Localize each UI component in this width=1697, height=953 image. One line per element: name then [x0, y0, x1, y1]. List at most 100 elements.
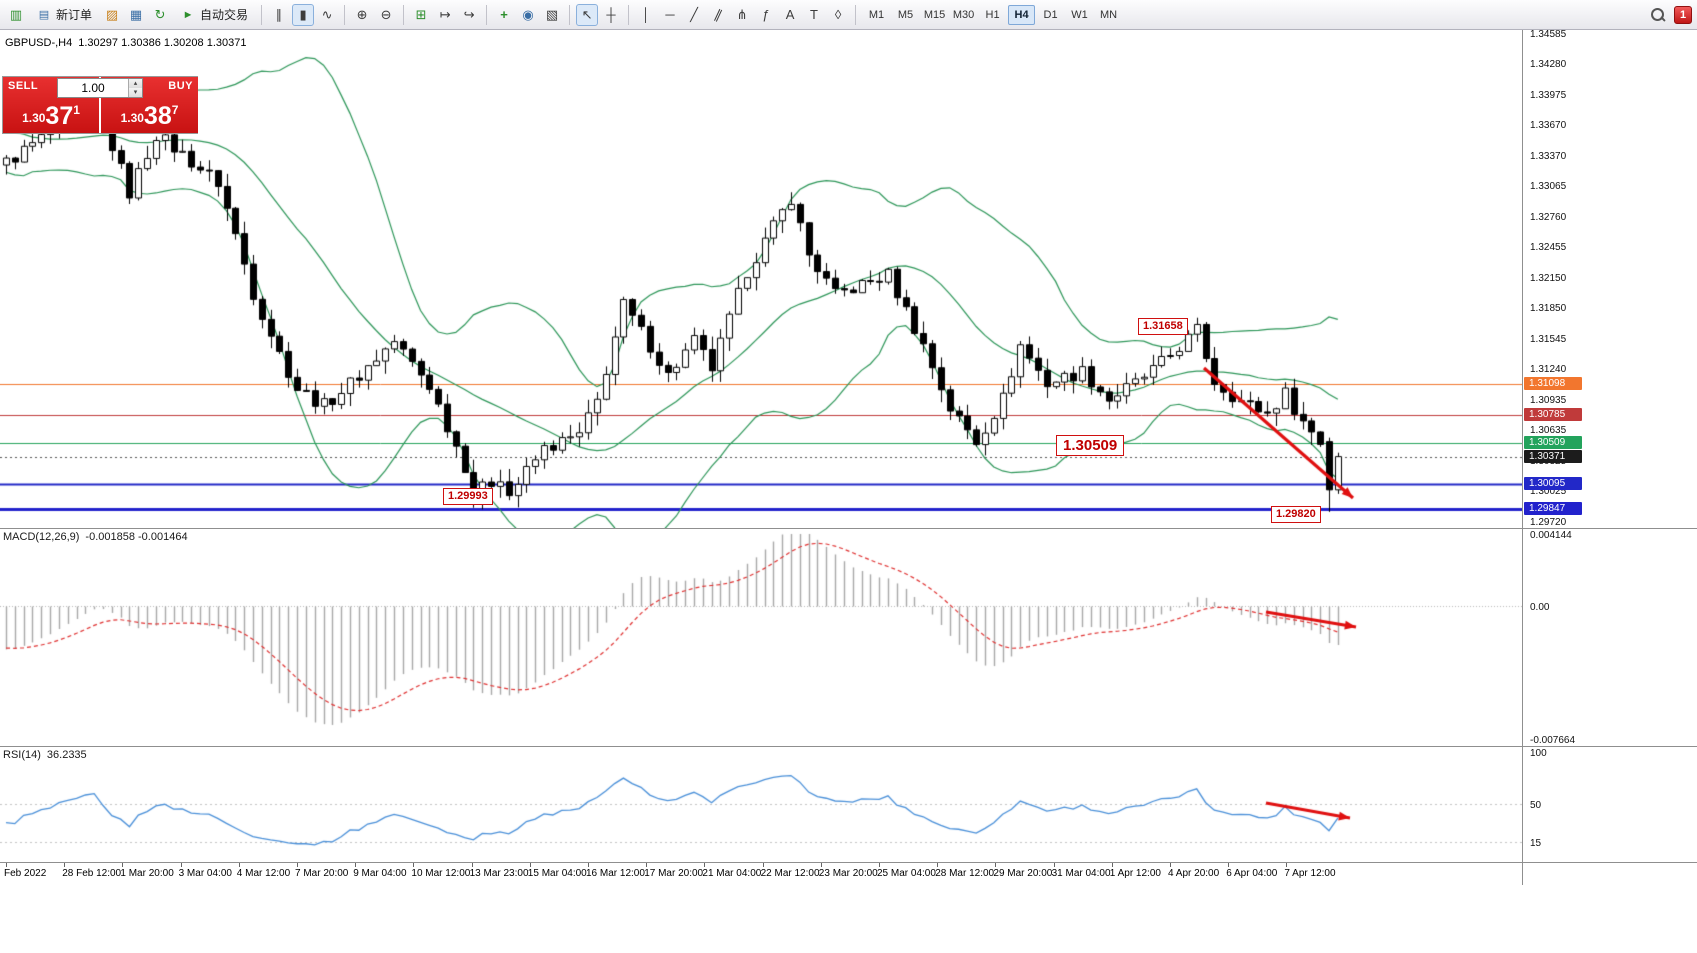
time-axis-label: 17 Mar 20:00 [644, 868, 704, 879]
chart-shift-icon[interactable]: ↪ [463, 6, 475, 22]
refresh-icon[interactable]: ↻ [154, 6, 166, 22]
time-axis-tick [1053, 863, 1055, 867]
timeframe-mn-button[interactable]: MN [1095, 5, 1122, 25]
rsi-scale-label: 100 [1530, 748, 1547, 759]
timeframe-h1-button[interactable]: H1 [979, 5, 1006, 25]
time-axis-tick [704, 863, 706, 867]
price-scale-label: 1.34585 [1530, 28, 1567, 40]
autotrade-button[interactable]: ► 自动交易 [173, 4, 255, 26]
timeframe-w1-button[interactable]: W1 [1066, 5, 1093, 25]
text-icon[interactable]: A [785, 7, 795, 22]
volume-decrease-button[interactable]: ▾ [129, 88, 142, 97]
price-scale-label: 1.31240 [1530, 364, 1567, 376]
volume-field: ▴ ▾ [57, 78, 143, 98]
price-scale-label: 1.32150 [1530, 272, 1567, 284]
price-badge: 1.30785 [1524, 408, 1582, 422]
timeframe-d1-button[interactable]: D1 [1037, 5, 1064, 25]
price-callout[interactable]: 1.30509 [1056, 435, 1125, 456]
zoom-in-icon[interactable]: ⊕ [356, 6, 368, 22]
time-axis-label: 3 Mar 04:00 [178, 868, 232, 879]
templates-icon[interactable]: ▧ [545, 6, 559, 22]
toolbar-separator [486, 4, 488, 25]
scale-divider [1522, 30, 1523, 885]
time-axis-label: 29 Mar 20:00 [993, 868, 1053, 879]
pitchfork-icon[interactable]: ⋔ [736, 6, 748, 22]
volume-input[interactable] [58, 79, 128, 97]
time-axis-label: 13 Mar 23:00 [469, 868, 529, 879]
rsi-canvas[interactable] [0, 746, 1522, 862]
time-axis-label: 25 Mar 04:00 [877, 868, 936, 879]
text-label-icon[interactable]: T [810, 7, 818, 22]
add-indicator-icon[interactable]: + [500, 7, 508, 22]
time-axis-label: 23 Mar 20:00 [818, 868, 878, 879]
toolbar-separator [628, 4, 630, 25]
toolbar-separator [344, 4, 346, 25]
volume-increase-button[interactable]: ▴ [129, 79, 142, 88]
new-order-button[interactable]: ▤ 新订单 [29, 4, 99, 26]
panel-separator[interactable] [0, 746, 1697, 747]
price-scale-label: 1.33975 [1530, 89, 1567, 101]
time-axis-tick [122, 863, 124, 867]
rsi-scale[interactable]: 100 50 15 [1523, 747, 1697, 862]
time-axis-tick [1228, 863, 1230, 867]
shapes-icon[interactable]: ◊ [834, 7, 842, 22]
timeframe-m30-button[interactable]: M30 [950, 5, 977, 25]
timeframe-m1-button[interactable]: M1 [863, 5, 890, 25]
timeframe-m5-button[interactable]: M5 [892, 5, 919, 25]
macd-scale[interactable]: 0.004144 0.00 -0.007664 [1523, 529, 1697, 746]
price-callout[interactable]: 1.29820 [1271, 506, 1321, 523]
trendline-icon[interactable]: ╱ [690, 6, 698, 22]
chart-line-icon[interactable]: ∿ [321, 6, 333, 22]
chart-symbol-period: GBPUSD-,H4 [5, 37, 73, 49]
rsi-scale-label: 50 [1530, 800, 1542, 811]
macd-indicator-label: MACD(12,26,9) -0.001858 -0.001464 [3, 531, 188, 543]
chart-bars-icon[interactable]: ∥ [275, 6, 283, 22]
timeframe-m15-button[interactable]: M15 [921, 5, 948, 25]
new-chart-icon[interactable]: ▥ [9, 6, 23, 22]
periods-icon[interactable]: ◉ [522, 6, 534, 22]
time-axis-tick [820, 863, 822, 867]
search-icon[interactable] [1648, 5, 1668, 25]
toolbox-icon[interactable]: ▨ [105, 6, 119, 22]
zoom-out-icon[interactable]: ⊖ [380, 6, 392, 22]
buy-label: BUY [168, 80, 193, 92]
channel-icon[interactable]: ∥ [707, 4, 729, 26]
horizontal-line-icon[interactable]: ─ [665, 7, 675, 22]
crosshair-icon[interactable]: ┼ [606, 7, 616, 22]
panel-separator [0, 862, 1697, 863]
price-scale-label: 1.30635 [1530, 425, 1567, 437]
panel-separator[interactable] [0, 528, 1697, 529]
price-callout[interactable]: 1.29993 [443, 488, 493, 505]
macd-canvas[interactable] [0, 528, 1522, 746]
price-scale-label: 1.33370 [1530, 150, 1567, 162]
price-badge: 1.30509 [1524, 435, 1582, 449]
vertical-line-icon[interactable]: │ [641, 7, 651, 22]
alert-badge[interactable]: 1 [1674, 5, 1692, 24]
auto-scroll-icon[interactable]: ↦ [439, 6, 451, 22]
toolbar-separator [261, 4, 263, 25]
time-axis-label: 6 Apr 04:00 [1226, 868, 1278, 879]
price-scale[interactable]: 1.34585 1.34280 1.33975 1.33670 1.33370 1.330… [1523, 28, 1697, 528]
time-axis-label: Feb 2022 [4, 868, 47, 879]
macd-values: -0.001858 -0.001464 [85, 531, 188, 543]
profiles-icon[interactable]: ▦ [129, 6, 143, 22]
time-axis-label: 7 Mar 20:00 [295, 868, 349, 879]
macd-panel: MACD(12,26,9) -0.001858 -0.001464 [0, 528, 1697, 746]
macd-scale-label: 0.00 [1530, 602, 1550, 614]
rsi-value: 36.2335 [46, 749, 87, 761]
tile-windows-icon[interactable]: ⊞ [415, 6, 427, 22]
volume-spinner: ▴ ▾ [128, 79, 142, 97]
chart-candles-icon[interactable]: ▮ [292, 3, 315, 26]
price-callout[interactable]: 1.31658 [1138, 318, 1188, 335]
macd-scale-label: 0.004144 [1530, 530, 1572, 541]
fibonacci-icon[interactable]: ƒ [762, 7, 770, 22]
timeframe-h4-button[interactable]: H4 [1008, 4, 1036, 25]
time-axis-tick [1286, 863, 1288, 867]
chart-ohlc-title: GBPUSD-,H4 1.30297 1.30386 1.30208 1.3037… [5, 37, 246, 49]
time-axis[interactable]: Feb 2022 28 Feb 12:00 1 Mar 20:00 3 Mar 04:… [0, 863, 1697, 885]
cursor-icon[interactable]: ↖ [576, 3, 599, 26]
price-chart-canvas[interactable] [0, 30, 1522, 528]
macd-scale-label: -0.007664 [1530, 735, 1576, 746]
autotrade-label: 自动交易 [200, 8, 249, 22]
